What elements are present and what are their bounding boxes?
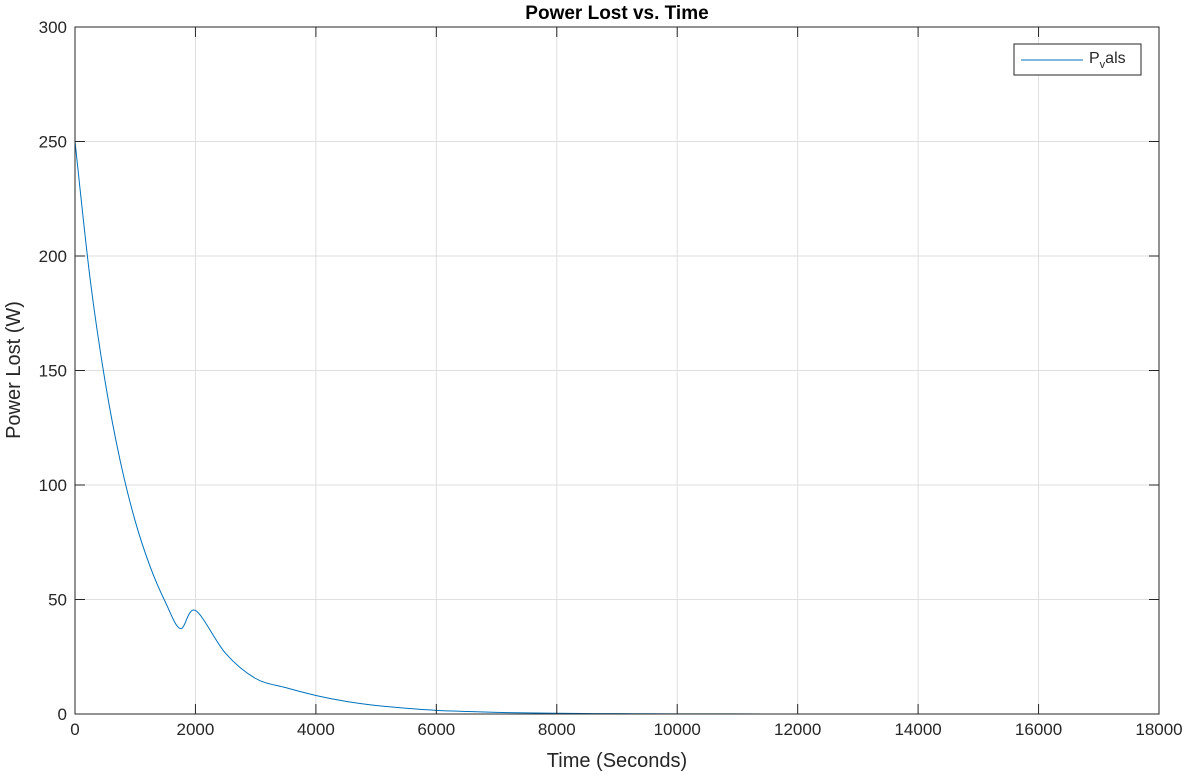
y-tick-label: 300 bbox=[39, 18, 67, 37]
y-tick-label: 100 bbox=[39, 476, 67, 495]
x-tick-label: 16000 bbox=[1015, 720, 1062, 739]
x-tick-labels: 0 2000 4000 6000 8000 10000 12000 14000 16000 180… bbox=[70, 720, 1182, 739]
legend-entry: Pvals bbox=[1089, 50, 1126, 71]
x-tick-label: 12000 bbox=[774, 720, 821, 739]
x-tick-label: 18000 bbox=[1135, 720, 1182, 739]
y-tick-label: 50 bbox=[48, 591, 67, 610]
x-tick-label: 6000 bbox=[417, 720, 455, 739]
x-axis-label: Time (Seconds) bbox=[547, 750, 687, 772]
x-tick-label: 14000 bbox=[894, 720, 941, 739]
y-tick-label: 200 bbox=[39, 247, 67, 266]
x-tick-label: 4000 bbox=[297, 720, 335, 739]
x-tick-label: 0 bbox=[70, 720, 79, 739]
legend[interactable]: Pvals bbox=[1013, 43, 1142, 76]
y-axis-label: Power Lost (W) bbox=[3, 301, 25, 439]
y-tick-label: 0 bbox=[58, 705, 67, 724]
y-tick-label: 150 bbox=[39, 362, 67, 381]
ticks bbox=[74, 26, 1160, 715]
x-tick-label: 10000 bbox=[654, 720, 701, 739]
x-tick-label: 2000 bbox=[177, 720, 215, 739]
y-tick-label: 250 bbox=[39, 133, 67, 152]
x-tick-label: 8000 bbox=[538, 720, 576, 739]
y-tick-labels: 0 50 100 150 200 250 300 bbox=[39, 18, 67, 724]
chart-title: Power Lost vs. Time bbox=[525, 3, 708, 24]
